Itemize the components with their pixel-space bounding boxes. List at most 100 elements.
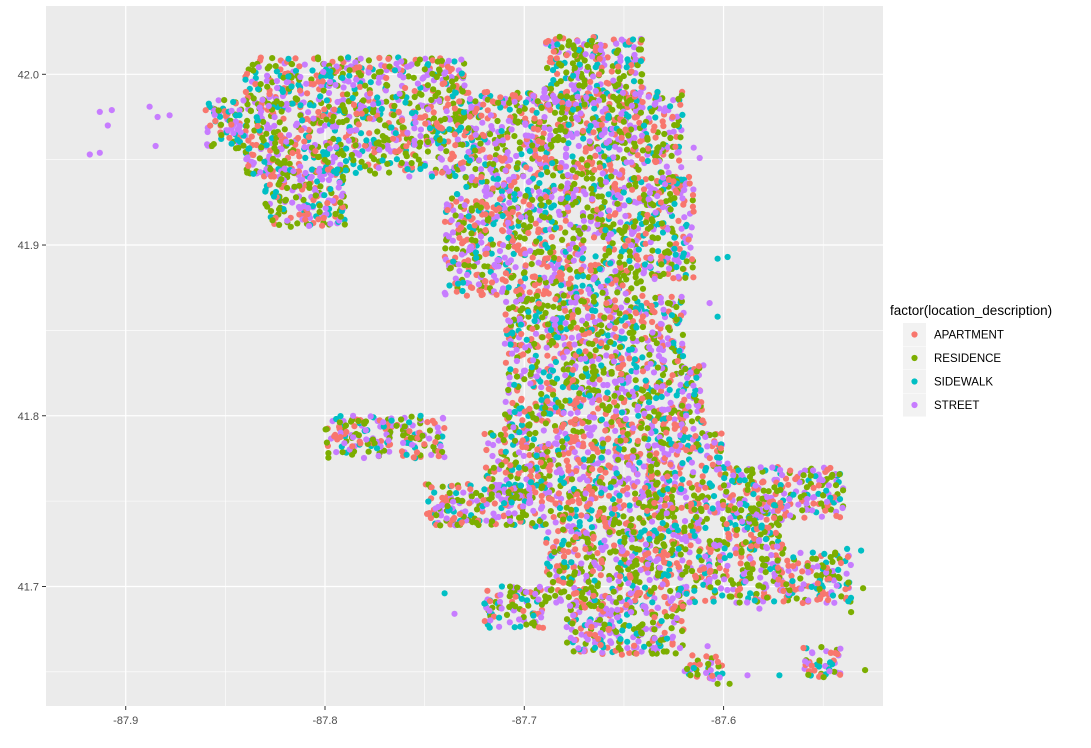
data-point [456,127,463,134]
data-point [386,448,393,455]
data-point [624,297,631,304]
data-point [670,97,677,104]
data-point [501,426,509,433]
data-point [695,402,702,410]
data-point [673,392,680,399]
data-point [551,254,558,261]
data-point [494,117,501,125]
data-point [521,376,528,383]
data-point [408,413,415,420]
data-point [590,234,598,241]
data-point [301,144,308,151]
data-point [457,160,464,167]
data-point [272,63,279,70]
data-point [417,165,424,173]
data-point [489,452,496,460]
data-point [595,356,602,363]
data-point [444,63,451,70]
data-point [642,484,649,491]
data-point [559,384,567,391]
data-point [356,151,363,158]
data-point [333,449,340,456]
data-point [570,193,577,200]
data-point [684,374,691,381]
data-point [636,214,644,221]
data-point [613,49,620,57]
data-point [584,204,591,211]
data-point [801,514,808,521]
data-point [426,427,434,434]
data-point [489,241,496,248]
data-point [280,74,287,81]
data-point [317,183,324,190]
data-point [697,447,704,454]
data-point [592,307,599,314]
data-point [836,514,844,521]
data-point [257,81,264,88]
data-point [584,477,591,484]
data-point [520,452,527,459]
data-point [642,377,649,384]
data-point [483,192,490,200]
data-point [686,480,693,487]
data-point [651,417,658,425]
data-point [533,373,540,380]
data-point [660,306,667,313]
data-point [629,186,636,193]
data-point [373,445,381,452]
data-point [659,118,666,125]
data-point [682,426,689,433]
data-point [674,113,681,120]
data-point [506,318,514,325]
data-point [323,97,330,104]
data-point [569,366,577,373]
data-point [309,166,316,173]
data-point [552,127,560,135]
data-point [632,91,639,98]
data-point [314,178,321,185]
data-point [479,119,486,126]
data-point [598,362,605,369]
data-point [297,205,304,212]
data-point [271,122,278,129]
data-point [669,372,676,379]
data-point [446,116,453,123]
data-point [348,151,355,159]
data-point [449,237,456,244]
data-point [260,137,267,144]
data-point [539,452,546,459]
data-point [496,247,504,255]
data-point [615,456,622,463]
data-point [448,195,456,202]
data-point [651,275,658,283]
data-point [679,340,686,347]
data-point [566,245,573,252]
data-point [398,159,405,166]
data-point [607,339,614,346]
data-point [588,185,595,192]
data-point [580,396,587,403]
data-point [648,302,655,309]
data-point [646,351,653,358]
data-point [601,314,608,321]
data-point [569,167,576,174]
data-point [658,388,665,395]
data-point [576,348,583,355]
data-point [653,395,660,402]
data-point [539,314,546,321]
data-point [398,448,406,455]
data-point [543,193,550,200]
data-point [606,213,613,220]
data-point [570,257,577,264]
data-point [690,208,697,215]
data-point [559,173,567,180]
data-point [570,72,577,79]
data-point [495,175,502,182]
data-point [522,262,529,269]
data-point [472,131,479,138]
data-point [288,61,296,68]
data-point [325,89,333,97]
data-point [693,374,700,381]
data-point [483,201,490,208]
data-point [516,234,524,241]
